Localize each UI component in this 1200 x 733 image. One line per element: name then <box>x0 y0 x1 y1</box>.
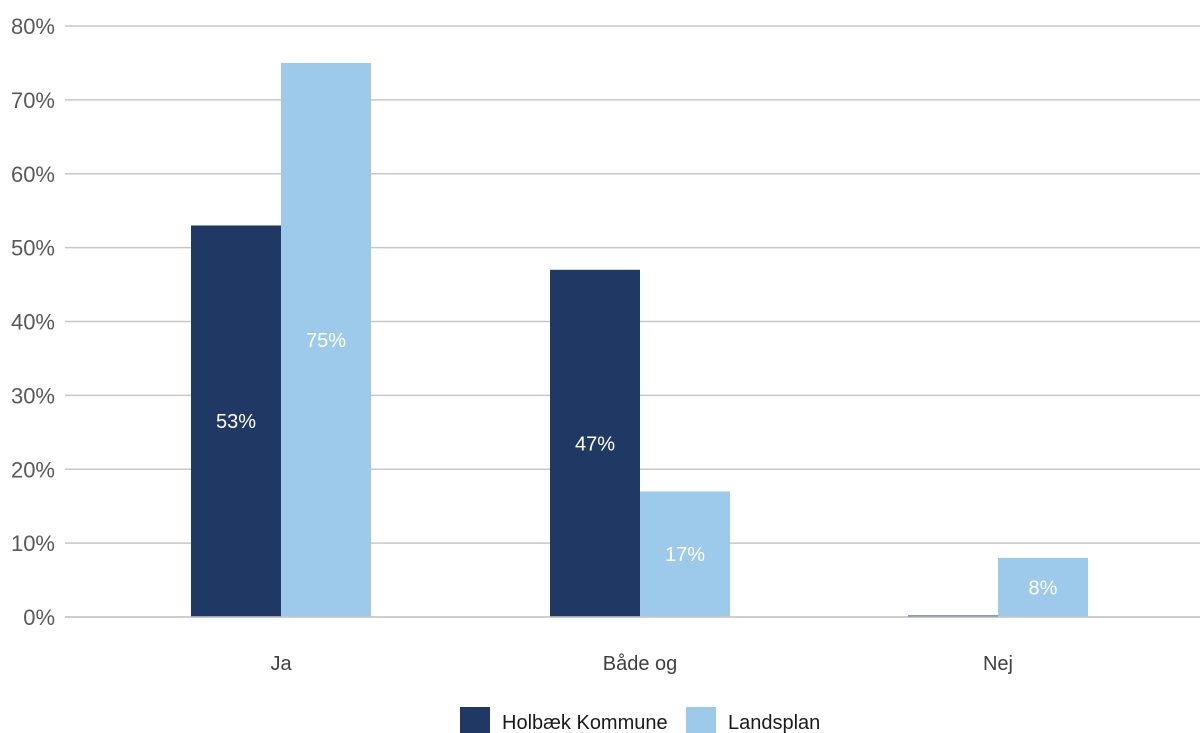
data-label: 75% <box>306 330 346 352</box>
x-category-label: Både og <box>603 653 678 675</box>
bar-landsplan-2 <box>998 557 1088 617</box>
legend-swatch <box>460 707 490 733</box>
y-tick-label: 20% <box>11 457 55 482</box>
legend-swatch <box>686 707 716 733</box>
data-labels: 53% 75% 47% 17% 8% <box>216 330 1058 599</box>
y-tick-label: 40% <box>11 310 55 335</box>
x-category-label: Ja <box>270 653 292 675</box>
legend-label: Landsplan <box>728 712 820 733</box>
bars <box>191 62 1088 617</box>
data-label: 17% <box>665 544 705 566</box>
bar-landsplan-0 <box>281 62 371 617</box>
y-axis: 0% 10% 20% 30% 40% 50% 60% 70% 80% <box>11 14 55 630</box>
y-tick-label: 70% <box>11 88 55 113</box>
legend: Holbæk Kommune Landsplan <box>460 707 820 733</box>
bar-holbæk-kommune-1 <box>550 269 640 617</box>
data-label: 8% <box>1029 577 1058 599</box>
legend-label: Holbæk Kommune <box>502 712 668 733</box>
bar-holbæk-kommune-0 <box>191 225 281 617</box>
y-tick-label: 10% <box>11 531 55 556</box>
data-label: 53% <box>216 411 256 433</box>
y-tick-label: 80% <box>11 14 55 39</box>
bar-landsplan-1 <box>640 491 730 617</box>
y-tick-label: 0% <box>23 605 55 630</box>
data-label: 47% <box>575 433 615 455</box>
y-tick-label: 30% <box>11 383 55 408</box>
x-category-label: Nej <box>983 653 1013 675</box>
x-axis: Ja Både og Nej <box>65 616 1200 675</box>
y-tick-label: 60% <box>11 162 55 187</box>
y-tick-label: 50% <box>11 236 55 261</box>
